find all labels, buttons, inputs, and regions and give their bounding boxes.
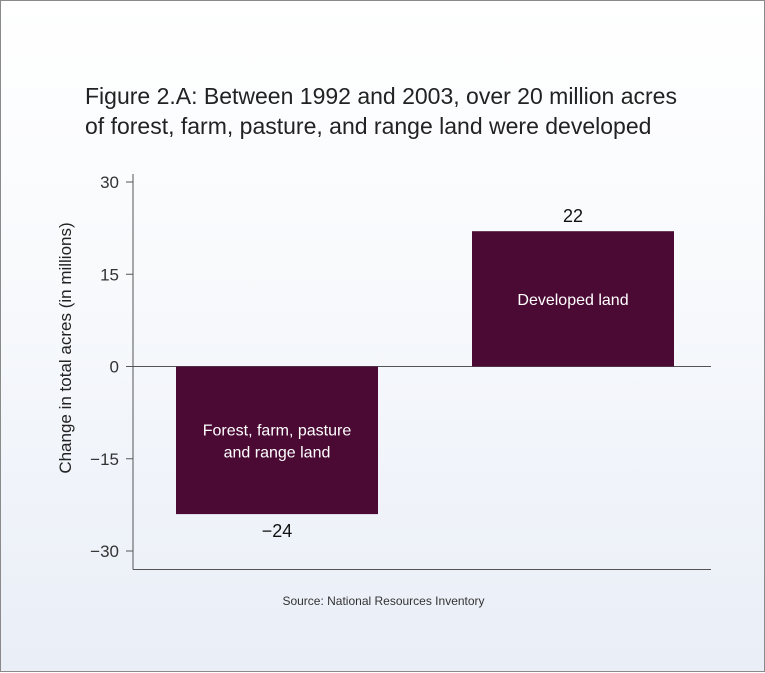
bar-value-label: 22 [563, 206, 583, 226]
axes: 30 15 0 −15 −30 [90, 173, 711, 570]
bar [176, 366, 378, 515]
y-tick-label: −30 [90, 542, 119, 561]
y-axis-title: Change in total acres (in millions) [56, 222, 75, 473]
bar-value-label: −24 [262, 521, 293, 541]
bar-category-label: Developed land [517, 292, 628, 309]
y-tick-label: −15 [90, 450, 119, 469]
chart-title-line-2: of forest, farm, pasture, and range land… [85, 113, 652, 139]
chart-source: Source: National Resources Inventory [282, 594, 485, 608]
y-tick-label: 15 [100, 265, 119, 284]
bar-category-label: Forest, farm, pasture [203, 422, 352, 439]
chart-title-line-1: Figure 2.A: Between 1992 and 2003, over … [85, 83, 677, 109]
bar [472, 231, 674, 367]
y-tick-label: 0 [110, 358, 119, 377]
bar-category-label: and range land [224, 444, 331, 461]
bars: −24 Forest, farm, pasture and range land 22… [176, 206, 674, 541]
chart-title: Figure 2.A: Between 1992 and 2003, over … [85, 81, 745, 141]
y-tick-label: 30 [100, 173, 119, 192]
